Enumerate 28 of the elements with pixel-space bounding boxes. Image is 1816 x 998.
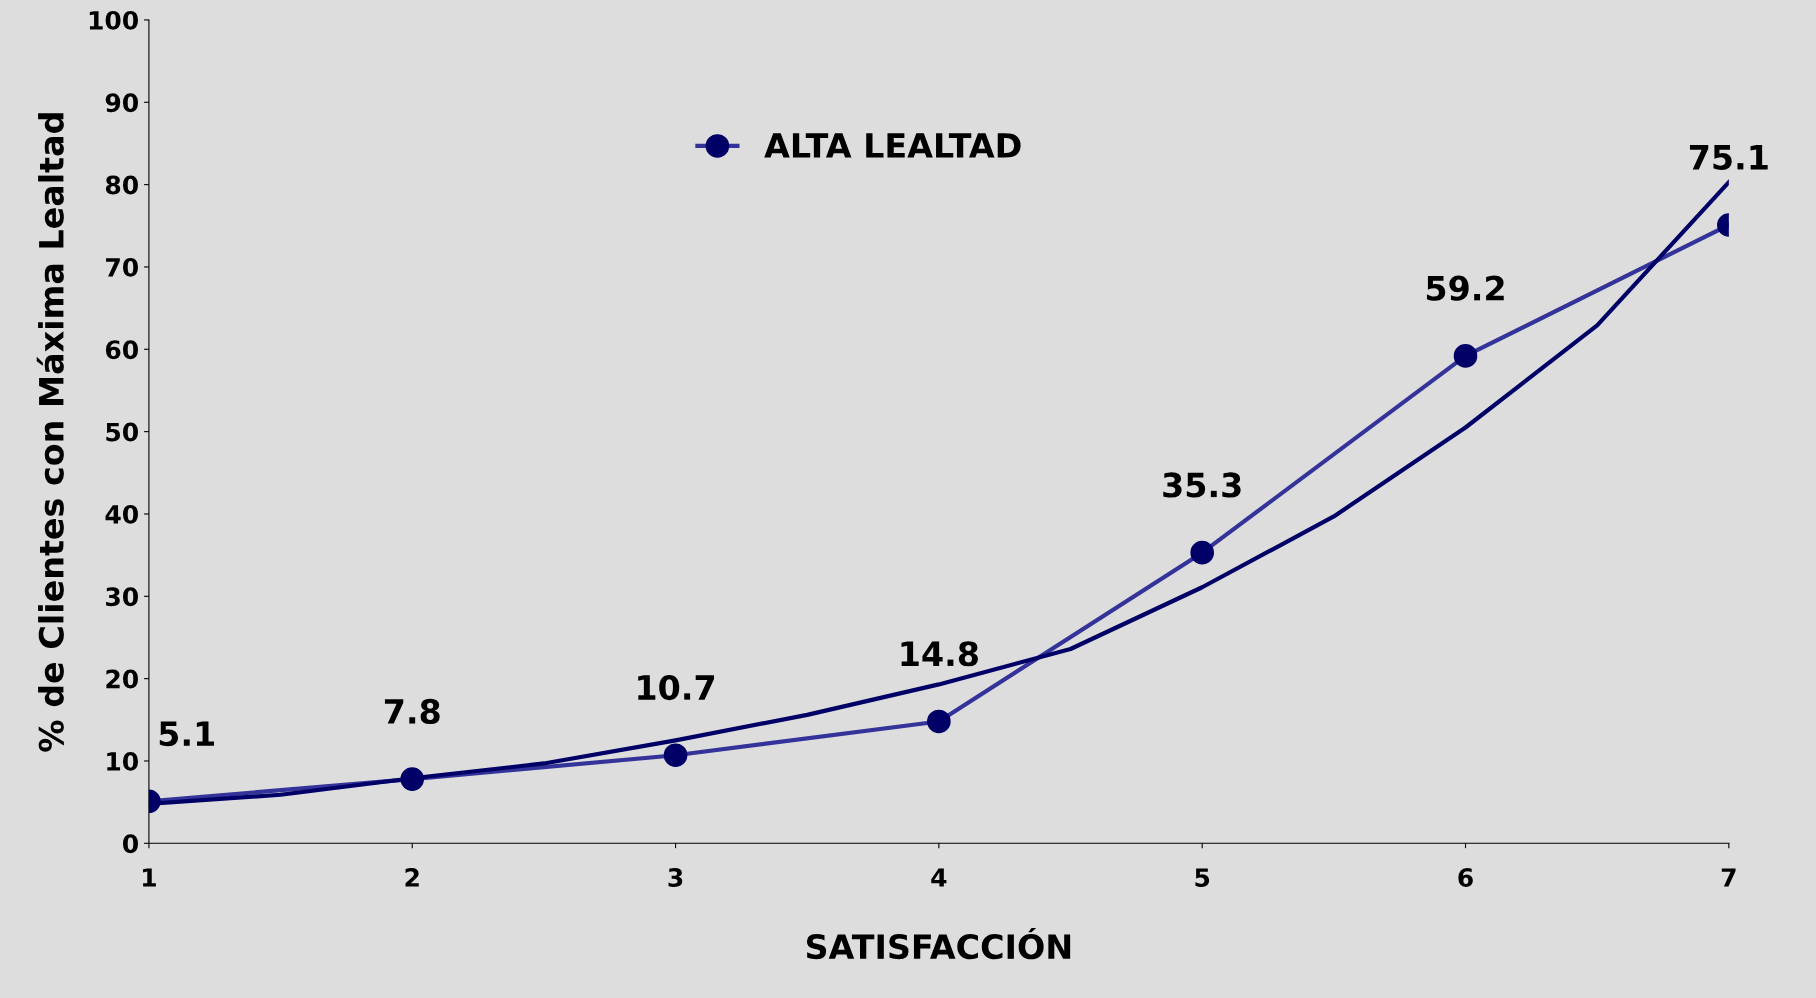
- data-label: 10.7: [638, 674, 715, 701]
- data-label: 35.3: [1163, 472, 1241, 498]
- y-tick-label: 20: [106, 669, 138, 689]
- y-tick-label: 70: [106, 257, 138, 277]
- y-axis-title: % de Clientes con Máxima Lealtad: [36, 113, 64, 752]
- y-tick-label: 90: [105, 93, 138, 113]
- legend-label: ALTA LEALTAD: [764, 133, 1021, 158]
- x-tick-label: 3: [668, 868, 683, 887]
- data-label: 59.2: [1426, 275, 1504, 301]
- y-tick-label: 100: [89, 10, 138, 30]
- x-tick-label: 5: [1195, 868, 1210, 887]
- y-tick-label: 30: [106, 587, 138, 607]
- data-label: 5.1: [159, 721, 214, 747]
- y-tick-label: 40: [105, 504, 138, 524]
- x-tick-label: 4: [931, 868, 947, 887]
- x-tick-label: 1: [143, 868, 156, 887]
- x-tick-label: 2: [405, 868, 419, 887]
- y-tick-label: 50: [106, 422, 138, 442]
- data-label: 14.8: [901, 641, 978, 667]
- y-tick-label: 0: [122, 834, 138, 854]
- x-tick-label: 6: [1458, 868, 1473, 887]
- x-tick-label: 7: [1721, 868, 1736, 887]
- data-label: 75.1: [1689, 145, 1768, 170]
- y-tick-label: 80: [105, 175, 138, 195]
- x-axis-title: SATISFACCIÓN: [806, 927, 1071, 960]
- y-tick-label: 60: [105, 340, 138, 360]
- y-tick-label: 10: [107, 751, 138, 771]
- data-label: 7.8: [384, 698, 440, 725]
